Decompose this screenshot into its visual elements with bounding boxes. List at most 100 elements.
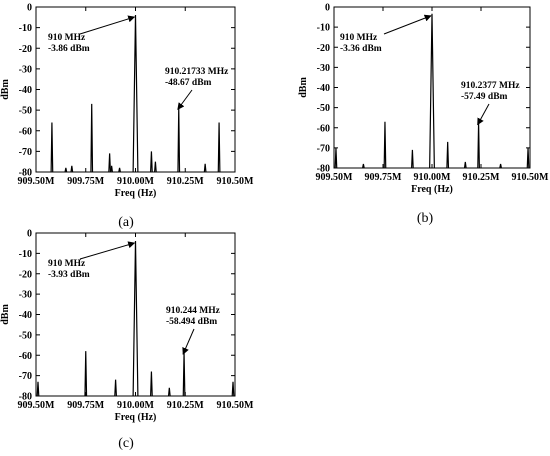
y-axis-label: dBm	[0, 304, 11, 325]
y-tick-label: -10	[317, 23, 330, 34]
x-tick-label: 910.50M	[217, 176, 255, 187]
spectrum-peak	[411, 149, 414, 169]
x-tick-label: 910.25M	[167, 176, 205, 187]
spectrum-peak	[217, 122, 221, 173]
annotation-arrow	[477, 103, 490, 126]
x-tick-label: 909.75M	[67, 176, 105, 187]
x-tick-label: 910.00M	[414, 172, 452, 183]
x-tick-label: 910.50M	[217, 400, 255, 411]
y-tick-label: -60	[19, 126, 32, 137]
peak-annotation: -3.93 dBm	[48, 270, 90, 280]
x-tick-label: 910.00M	[117, 176, 155, 187]
x-tick-label: 909.75M	[67, 400, 105, 411]
annotation-arrow	[182, 328, 195, 355]
y-tick-label: -30	[19, 290, 32, 301]
spectrum-peak	[383, 121, 387, 169]
peak-annotation: -57.49 dBm	[461, 92, 508, 102]
annotation-arrow	[79, 241, 136, 260]
y-tick-label: 0	[325, 3, 330, 14]
y-tick-label: -70	[19, 371, 32, 382]
y-tick-label: -40	[19, 310, 32, 321]
spectrum-peak	[167, 387, 171, 397]
peak-annotation: -48.67 dBm	[165, 78, 212, 88]
peak-annotation: 910.2377 MHz	[461, 81, 520, 91]
spectrum-peak	[526, 147, 530, 169]
x-tick-label: 910.00M	[117, 400, 155, 411]
caption-c: (c)	[118, 436, 134, 451]
y-tick-label: -20	[19, 44, 32, 55]
spectrum-peak	[499, 163, 502, 169]
y-axis-label: dBm	[298, 77, 309, 98]
y-tick-label: -50	[19, 106, 32, 117]
x-tick-label: 910.50M	[512, 172, 550, 183]
y-tick-label: -60	[317, 123, 330, 134]
x-tick-label: 909.50M	[18, 400, 56, 411]
spectrum-peak	[463, 161, 467, 169]
y-tick-label: -20	[19, 269, 32, 280]
y-tick-label: -50	[317, 103, 330, 114]
x-tick-label: 909.75M	[365, 172, 403, 183]
peak-annotation: -58.494 dBm	[166, 317, 217, 327]
x-tick-label: 910.25M	[463, 172, 501, 183]
spectrum-peak	[182, 352, 186, 397]
spectrum-peak	[203, 163, 207, 173]
y-tick-label: -80	[19, 168, 32, 179]
y-tick-label: 0	[27, 3, 32, 14]
spectrum-peak	[446, 141, 450, 169]
spectrum-peak	[90, 103, 94, 173]
spectrum-peak	[154, 161, 157, 173]
spectrum-peak	[108, 153, 112, 173]
y-tick-label: -40	[19, 85, 32, 96]
spectrum-peak	[110, 165, 114, 173]
caption-a: (a)	[118, 215, 134, 230]
y-tick-label: -30	[19, 64, 32, 75]
x-tick-label: 909.50M	[316, 172, 354, 183]
peak-annotation: 910 MHz	[48, 259, 86, 269]
spectrum-peak	[429, 13, 435, 169]
y-tick-label: -40	[317, 83, 330, 94]
x-tick-label: 910.25M	[167, 400, 205, 411]
spectrum-peak	[132, 240, 139, 397]
y-axis-label: dBm	[0, 79, 11, 100]
x-axis-label: Freq (Hz)	[115, 188, 157, 199]
peak-annotation: 910.244 MHz	[166, 306, 221, 316]
spectrum-peak	[70, 165, 74, 173]
spectrum-peak	[150, 371, 153, 397]
peak-annotation: 910.21733 MHz	[165, 67, 229, 77]
peak-annotation: 910 MHz	[340, 33, 378, 43]
y-tick-label: -10	[19, 23, 32, 34]
annotation-arrow	[383, 14, 432, 35]
annotation-arrow	[79, 15, 136, 35]
caption-b: (b)	[417, 211, 434, 226]
peak-annotation: 910 MHz	[48, 33, 86, 43]
y-tick-label: -30	[317, 63, 330, 74]
spectrum-peak	[231, 381, 235, 397]
spectrum-peak	[132, 14, 139, 173]
y-tick-label: -10	[19, 249, 32, 260]
x-axis-label: Freq (Hz)	[411, 184, 453, 195]
y-tick-label: -80	[19, 392, 32, 403]
x-tick-label: 909.50M	[18, 176, 56, 187]
x-axis-label: Freq (Hz)	[115, 412, 157, 423]
y-tick-label: -70	[317, 143, 330, 154]
y-tick-label: -70	[19, 147, 32, 158]
y-tick-label: -20	[317, 43, 330, 54]
spectrum-peak	[36, 381, 40, 397]
spectrum-peak	[477, 122, 480, 169]
spectrum-peak	[334, 147, 338, 169]
y-tick-label: -80	[317, 164, 330, 175]
peak-annotation: -3.36 dBm	[340, 44, 382, 54]
spectrum-peak	[64, 167, 68, 173]
spectrum-peak	[114, 379, 117, 397]
peak-annotation: -3.86 dBm	[48, 44, 90, 54]
y-tick-label: 0	[27, 229, 32, 240]
spectrum-peak	[118, 167, 121, 173]
spectrum-peak	[50, 122, 54, 173]
spectrum-peak	[177, 107, 181, 173]
annotation-arrow	[177, 89, 193, 110]
spectrum-peak	[150, 151, 153, 173]
